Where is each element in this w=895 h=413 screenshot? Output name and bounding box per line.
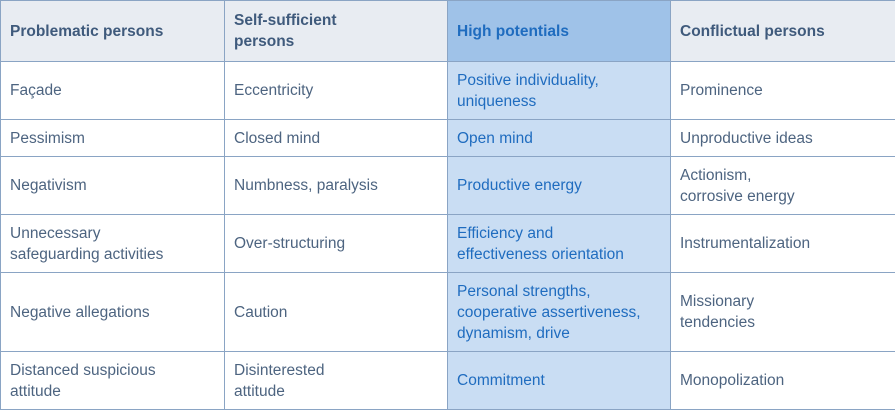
table-cell: Instrumentalization (670, 214, 895, 273)
column-header: Self-sufficient persons (224, 0, 448, 62)
table-row: Negativism Numbness, paralysis Productive … (0, 156, 895, 215)
table-cell: Over-structuring (224, 214, 448, 273)
table-cell: Negative allegations (0, 272, 225, 352)
column-header: Conflictual persons (670, 0, 895, 62)
table-cell: Productive energy (447, 156, 671, 215)
table-row: Negative allegations Caution Personal stre… (0, 272, 895, 352)
table-cell: Caution (224, 272, 448, 352)
table-row: Pessimism Closed mind Open mind Unproductiv… (0, 119, 895, 157)
table-cell: Efficiency and effectiveness orientation (447, 214, 671, 273)
table-body: Façade Eccentricity Positive individuality… (0, 61, 895, 410)
table-row: Unnecessary safeguarding activities Over-… (0, 214, 895, 273)
column-header: High potentials (447, 0, 671, 62)
table-cell: Personal strengths, cooperative assertiv… (447, 272, 671, 352)
table-cell: Unnecessary safeguarding activities (0, 214, 225, 273)
table-cell: Actionism, corrosive energy (670, 156, 895, 215)
table-cell: Unproductive ideas (670, 119, 895, 157)
table-cell: Monopolization (670, 351, 895, 410)
table-cell: Disinterested attitude (224, 351, 448, 410)
table-row: Distanced suspicious attitude Disinterest… (0, 351, 895, 410)
table-row: Façade Eccentricity Positive individuality… (0, 61, 895, 120)
column-header: Problematic persons (0, 0, 225, 62)
table-cell: Façade (0, 61, 225, 120)
table-cell: Positive individuality, uniqueness (447, 61, 671, 120)
table-cell: Closed mind (224, 119, 448, 157)
table-cell: Commitment (447, 351, 671, 410)
table-cell: Distanced suspicious attitude (0, 351, 225, 410)
table-cell: Prominence (670, 61, 895, 120)
table-cell: Numbness, paralysis (224, 156, 448, 215)
header-row: Problematic persons Self-sufficient perso… (0, 0, 895, 62)
table-cell: Missionary tendencies (670, 272, 895, 352)
table-cell: Pessimism (0, 119, 225, 157)
table-cell: Negativism (0, 156, 225, 215)
table-cell: Eccentricity (224, 61, 448, 120)
table-cell: Open mind (447, 119, 671, 157)
